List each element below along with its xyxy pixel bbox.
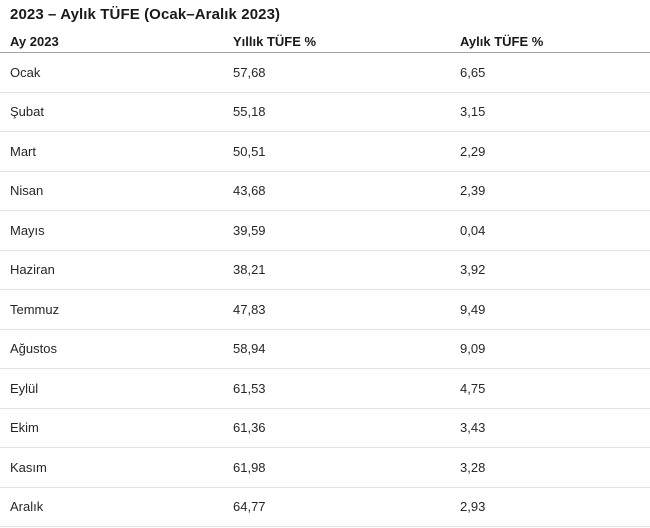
column-header-month: Ay 2023 [0, 31, 223, 53]
monthly-tufe-cell: 2,93 [450, 487, 650, 527]
month-cell: Mayıs [0, 210, 223, 251]
annual-tufe-cell: 47,83 [223, 289, 450, 330]
table-row: Ağustos 58,94 9,09 [0, 329, 650, 369]
annual-tufe-cell: 57,68 [223, 52, 450, 93]
monthly-tufe-cell: 0,04 [450, 210, 650, 251]
annual-tufe-cell: 43,68 [223, 171, 450, 211]
annual-tufe-cell: 58,94 [223, 329, 450, 369]
monthly-tufe-cell: 9,09 [450, 329, 650, 369]
month-cell: Ağustos [0, 329, 223, 369]
table-row: Şubat 55,18 3,15 [0, 92, 650, 132]
monthly-tufe-cell: 2,29 [450, 131, 650, 172]
table-row: Ocak 57,68 6,65 [0, 52, 650, 93]
month-cell: Haziran [0, 250, 223, 290]
annual-tufe-cell: 39,59 [223, 210, 450, 251]
month-cell: Kasım [0, 447, 223, 488]
page-title: 2023 – Aylık TÜFE (Ocak–Aralık 2023) [10, 6, 281, 23]
monthly-tufe-cell: 3,15 [450, 92, 650, 132]
table-row: Kasım 61,98 3,28 [0, 447, 650, 488]
annual-tufe-cell: 61,36 [223, 408, 450, 448]
annual-tufe-cell: 61,98 [223, 447, 450, 488]
month-cell: Ocak [0, 52, 223, 93]
table-row: Mart 50,51 2,29 [0, 131, 650, 172]
monthly-tufe-cell: 2,39 [450, 171, 650, 211]
month-cell: Ekim [0, 408, 223, 448]
table-row: Temmuz 47,83 9,49 [0, 289, 650, 330]
column-header-monthly-tufe: Aylık TÜFE % [450, 31, 650, 53]
monthly-tufe-cell: 3,92 [450, 250, 650, 290]
annual-tufe-cell: 50,51 [223, 131, 450, 172]
monthly-tufe-cell: 9,49 [450, 289, 650, 330]
annual-tufe-cell: 64,77 [223, 487, 450, 527]
table-row: Mayıs 39,59 0,04 [0, 210, 650, 251]
monthly-tufe-cell: 3,43 [450, 408, 650, 448]
monthly-tufe-cell: 4,75 [450, 368, 650, 409]
annual-tufe-cell: 61,53 [223, 368, 450, 409]
month-cell: Nisan [0, 171, 223, 211]
monthly-tufe-cell: 6,65 [450, 52, 650, 93]
table-row: Ekim 61,36 3,43 [0, 408, 650, 448]
month-cell: Temmuz [0, 289, 223, 330]
annual-tufe-cell: 38,21 [223, 250, 450, 290]
table-row: Eylül 61,53 4,75 [0, 368, 650, 409]
month-cell: Eylül [0, 368, 223, 409]
month-cell: Aralık [0, 487, 223, 527]
column-header-annual-tufe: Yıllık TÜFE % [223, 31, 450, 53]
month-cell: Şubat [0, 92, 223, 132]
table-row: Aralık 64,77 2,93 [0, 487, 650, 527]
month-cell: Mart [0, 131, 223, 172]
annual-tufe-cell: 55,18 [223, 92, 450, 132]
table-row: Nisan 43,68 2,39 [0, 171, 650, 211]
tufe-table: Ay 2023 Yıllık TÜFE % Aylık TÜFE % Ocak … [0, 31, 650, 527]
table-row: Haziran 38,21 3,92 [0, 250, 650, 290]
monthly-tufe-cell: 3,28 [450, 447, 650, 488]
table-header-row: Ay 2023 Yıllık TÜFE % Aylık TÜFE % [0, 31, 650, 53]
